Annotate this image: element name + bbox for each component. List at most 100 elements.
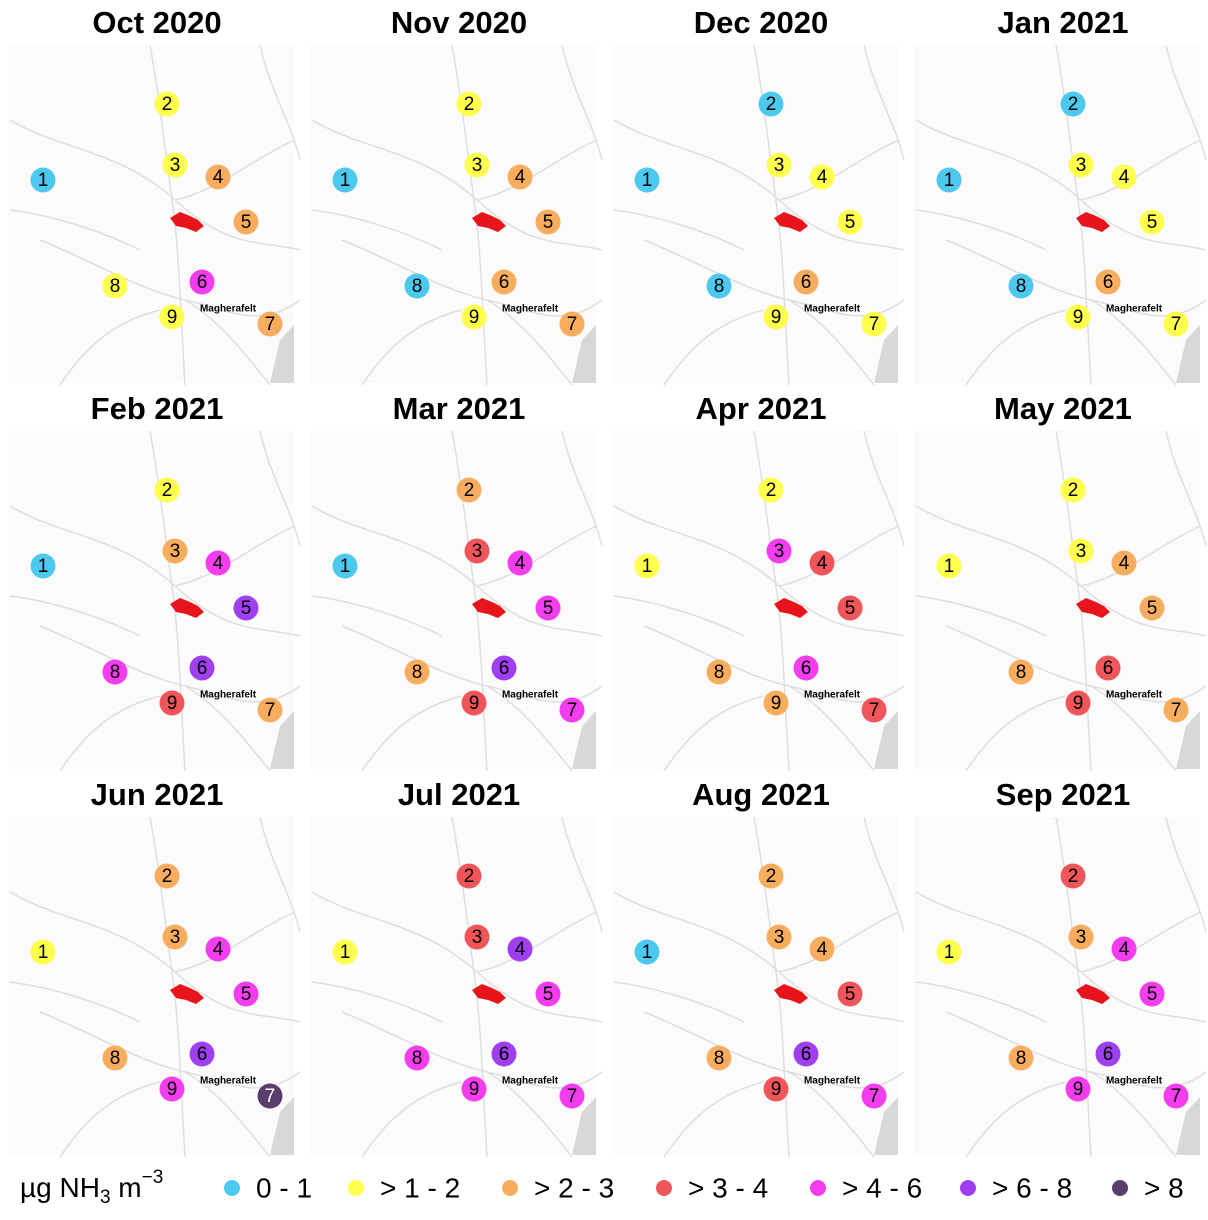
road [613,505,905,637]
site-number: 6 [197,272,208,293]
site-marker [102,659,128,685]
site-marker [404,273,430,299]
site-number: 7 [265,1086,276,1107]
road [1080,139,1202,201]
site-number: 7 [567,1086,578,1107]
road [613,981,745,1023]
town-area [774,598,808,618]
site-marker [1163,697,1189,723]
unit-mid: m [111,1172,142,1203]
site-number: 7 [265,314,276,335]
legend-label: > 1 - 2 [380,1172,460,1203]
panel-title: Aug 2021 [692,777,830,812]
site-number: 9 [469,307,480,328]
site-marker [205,550,231,576]
road [361,1081,463,1158]
site-number: 4 [515,553,526,574]
road [259,44,301,161]
road [259,816,301,933]
town-area [1076,598,1110,618]
panel-title: Apr 2021 [696,391,827,426]
site-marker [1095,269,1121,295]
unit-text: µg NH [20,1172,100,1203]
site-number: 4 [515,939,526,960]
road [915,595,1047,637]
road [1165,430,1207,547]
legend-swatch [348,1180,364,1196]
site-number: 1 [340,170,351,191]
panel-title: Oct 2020 [92,5,221,40]
road [863,816,905,933]
site-marker [159,304,185,330]
site-marker [535,981,561,1007]
road [613,209,745,251]
town-area [472,212,506,232]
road [59,695,161,772]
site-marker [189,655,215,681]
site-marker [404,1045,430,1071]
legend-label: 0 - 1 [256,1172,312,1203]
road [9,981,141,1023]
site-number: 7 [869,314,880,335]
legend-swatch [810,1180,826,1196]
road [863,430,905,547]
lake [572,325,596,383]
road [778,139,900,201]
site-marker [404,659,430,685]
site-number: 4 [1119,553,1130,574]
site-marker [30,167,56,193]
town-area [170,984,204,1004]
site-marker [233,595,259,621]
site-marker [1068,538,1094,564]
site-marker [535,209,561,235]
site-marker [763,1076,789,1102]
site-number: 1 [944,170,955,191]
site-marker [766,538,792,564]
site-marker [154,863,180,889]
panel-title: Sep 2021 [996,777,1130,812]
road [184,299,271,386]
town-area [472,598,506,618]
road [613,891,905,1023]
site-number: 7 [869,700,880,721]
site-number: 6 [499,1044,510,1065]
site-marker [634,939,660,965]
legend-swatch [1112,1180,1128,1196]
site-marker [1008,273,1034,299]
road [915,891,1207,1023]
site-marker [464,538,490,564]
map-panel: Mar 2021 Magherafelt 1 2 3 4 5 6 7 8 9 [310,391,603,772]
map-panel: Feb 2021 Magherafelt 1 2 3 4 5 6 7 8 9 [8,391,301,772]
road [561,816,603,933]
site-number: 1 [642,556,653,577]
site-number: 7 [265,700,276,721]
site-number: 1 [38,942,49,963]
legend-label: > 8 [1144,1172,1184,1203]
town-label: Magherafelt [804,304,861,315]
site-marker [257,1083,283,1109]
site-number: 5 [1147,984,1158,1005]
site-number: 3 [472,927,483,948]
site-marker [159,1076,185,1102]
site-marker [162,924,188,950]
site-marker [793,269,819,295]
site-marker [1111,936,1137,962]
site-number: 2 [162,866,173,887]
panel-title: May 2021 [994,391,1132,426]
site-marker [793,1041,819,1067]
site-number: 9 [167,693,178,714]
site-marker [162,152,188,178]
site-number: 4 [817,167,828,188]
site-number: 9 [1073,1079,1084,1100]
site-number: 2 [1068,480,1079,501]
site-number: 9 [1073,307,1084,328]
site-marker [507,936,533,962]
lake [270,711,294,769]
lake [572,711,596,769]
site-number: 2 [464,94,475,115]
town-label: Magherafelt [1106,1076,1163,1087]
site-number: 3 [1076,155,1087,176]
site-marker [766,152,792,178]
site-marker [461,1076,487,1102]
